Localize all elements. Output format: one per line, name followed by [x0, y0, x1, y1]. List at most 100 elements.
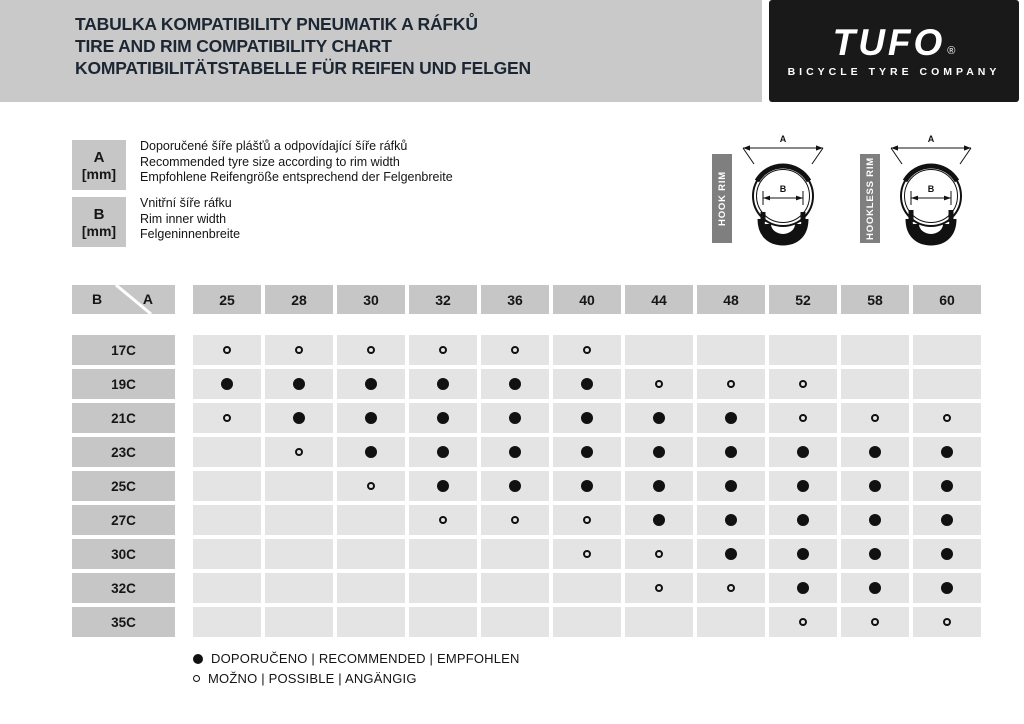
compat-cell [625, 335, 693, 365]
row-cells [193, 437, 981, 467]
page-title: TABULKA KOMPATIBILITY PNEUMATIK A RÁFKŮ … [75, 13, 531, 79]
legend-recommended-row: DOPORUČENO | RECOMMENDED | EMPFOHLEN [193, 651, 520, 666]
legend-a-line-cz: Doporučené šíře plášťů a odpovídající ší… [140, 139, 408, 153]
possible-dot-icon [295, 346, 303, 354]
compat-cell [841, 539, 909, 569]
recommended-dot-icon [365, 446, 377, 458]
possible-dot-icon [655, 380, 663, 388]
brand-text: TUFO [832, 21, 946, 63]
compat-cell [697, 539, 765, 569]
compat-cell [913, 573, 981, 603]
compat-cell [409, 607, 477, 637]
column-header-row: 25 28 30 32 36 40 44 48 52 58 60 [193, 285, 981, 314]
compat-cell [337, 505, 405, 535]
recommended-dot-icon [365, 378, 377, 390]
row-cells [193, 403, 981, 433]
recommended-dot-icon [509, 480, 521, 492]
legend-b-description: Vnitřní šíře ráfku Rim inner width Felge… [140, 196, 240, 243]
compat-cell [337, 403, 405, 433]
compat-cell [265, 369, 333, 399]
possible-dot-icon [223, 414, 231, 422]
recommended-dot-icon [941, 446, 953, 458]
compat-cell [193, 539, 261, 569]
compat-cell [265, 573, 333, 603]
row-label: 32C [72, 573, 175, 603]
compat-cell [481, 539, 549, 569]
recommended-dot-icon [653, 446, 665, 458]
legend-b-symbol: B [93, 205, 105, 223]
corner-diagonal [115, 285, 152, 314]
compat-cell [265, 403, 333, 433]
recommended-dot-icon [725, 548, 737, 560]
possible-dot-icon [193, 675, 200, 682]
compat-cell [481, 471, 549, 501]
legend-possible-row: MOŽNO | POSSIBLE | ANGÄNGIG [193, 671, 520, 686]
recommended-dot-icon [797, 582, 809, 594]
compat-cell [625, 539, 693, 569]
compat-cell [409, 539, 477, 569]
compat-cell [193, 335, 261, 365]
compat-cell [337, 607, 405, 637]
compat-cell [265, 471, 333, 501]
compat-cell [697, 403, 765, 433]
column-header-52: 52 [769, 285, 837, 314]
compat-cell [913, 607, 981, 637]
compat-cell [913, 369, 981, 399]
compat-cell [409, 403, 477, 433]
compat-cell [553, 369, 621, 399]
possible-dot-icon [655, 550, 663, 558]
compat-cell [769, 437, 837, 467]
compat-cell [697, 335, 765, 365]
compat-cell [841, 437, 909, 467]
compat-cell [769, 539, 837, 569]
compat-cell [841, 573, 909, 603]
legend-a-description: Doporučené šíře plášťů a odpovídající ší… [140, 139, 453, 186]
table-row-35C: 35C [72, 607, 981, 637]
brand-tagline: BICYCLE TYRE COMPANY [787, 65, 1001, 78]
column-header-60: 60 [913, 285, 981, 314]
compat-cell [697, 573, 765, 603]
compat-cell [409, 335, 477, 365]
recommended-dot-icon [581, 480, 593, 492]
possible-dot-icon [799, 618, 807, 626]
recommended-dot-icon [869, 582, 881, 594]
symbol-legend: DOPORUČENO | RECOMMENDED | EMPFOHLEN MOŽ… [193, 651, 520, 686]
possible-dot-icon [439, 346, 447, 354]
hookless-rim-label: HOOKLESS RIM [860, 154, 880, 243]
legend-b-line-en: Rim inner width [140, 211, 227, 226]
compat-cell [769, 573, 837, 603]
recommended-dot-icon [941, 548, 953, 560]
table-row-25C: 25C [72, 471, 981, 501]
title-english: TIRE AND RIM COMPATIBILITY CHART [75, 36, 392, 56]
recommended-label: DOPORUČENO | RECOMMENDED | EMPFOHLEN [211, 651, 520, 666]
row-label: 27C [72, 505, 175, 535]
recommended-dot-icon [509, 412, 521, 424]
possible-dot-icon [583, 516, 591, 524]
compat-cell [553, 539, 621, 569]
row-label: 35C [72, 607, 175, 637]
compat-cell [913, 539, 981, 569]
compat-cell [481, 573, 549, 603]
possible-dot-icon [367, 346, 375, 354]
compat-cell [337, 369, 405, 399]
row-cells [193, 369, 981, 399]
possible-dot-icon [871, 414, 879, 422]
recommended-dot-icon [797, 548, 809, 560]
possible-dot-icon [439, 516, 447, 524]
compat-cell [769, 403, 837, 433]
compat-cell [841, 369, 909, 399]
compat-cell [409, 573, 477, 603]
compat-cell [553, 403, 621, 433]
compat-cell [265, 437, 333, 467]
compat-cell [841, 335, 909, 365]
recommended-dot-icon [437, 412, 449, 424]
compat-cell [697, 607, 765, 637]
compat-cell [625, 573, 693, 603]
compat-cell [337, 573, 405, 603]
recommended-dot-icon [725, 412, 737, 424]
compat-cell [697, 369, 765, 399]
compat-cell [481, 403, 549, 433]
possible-dot-icon [583, 346, 591, 354]
possible-dot-icon [799, 380, 807, 388]
